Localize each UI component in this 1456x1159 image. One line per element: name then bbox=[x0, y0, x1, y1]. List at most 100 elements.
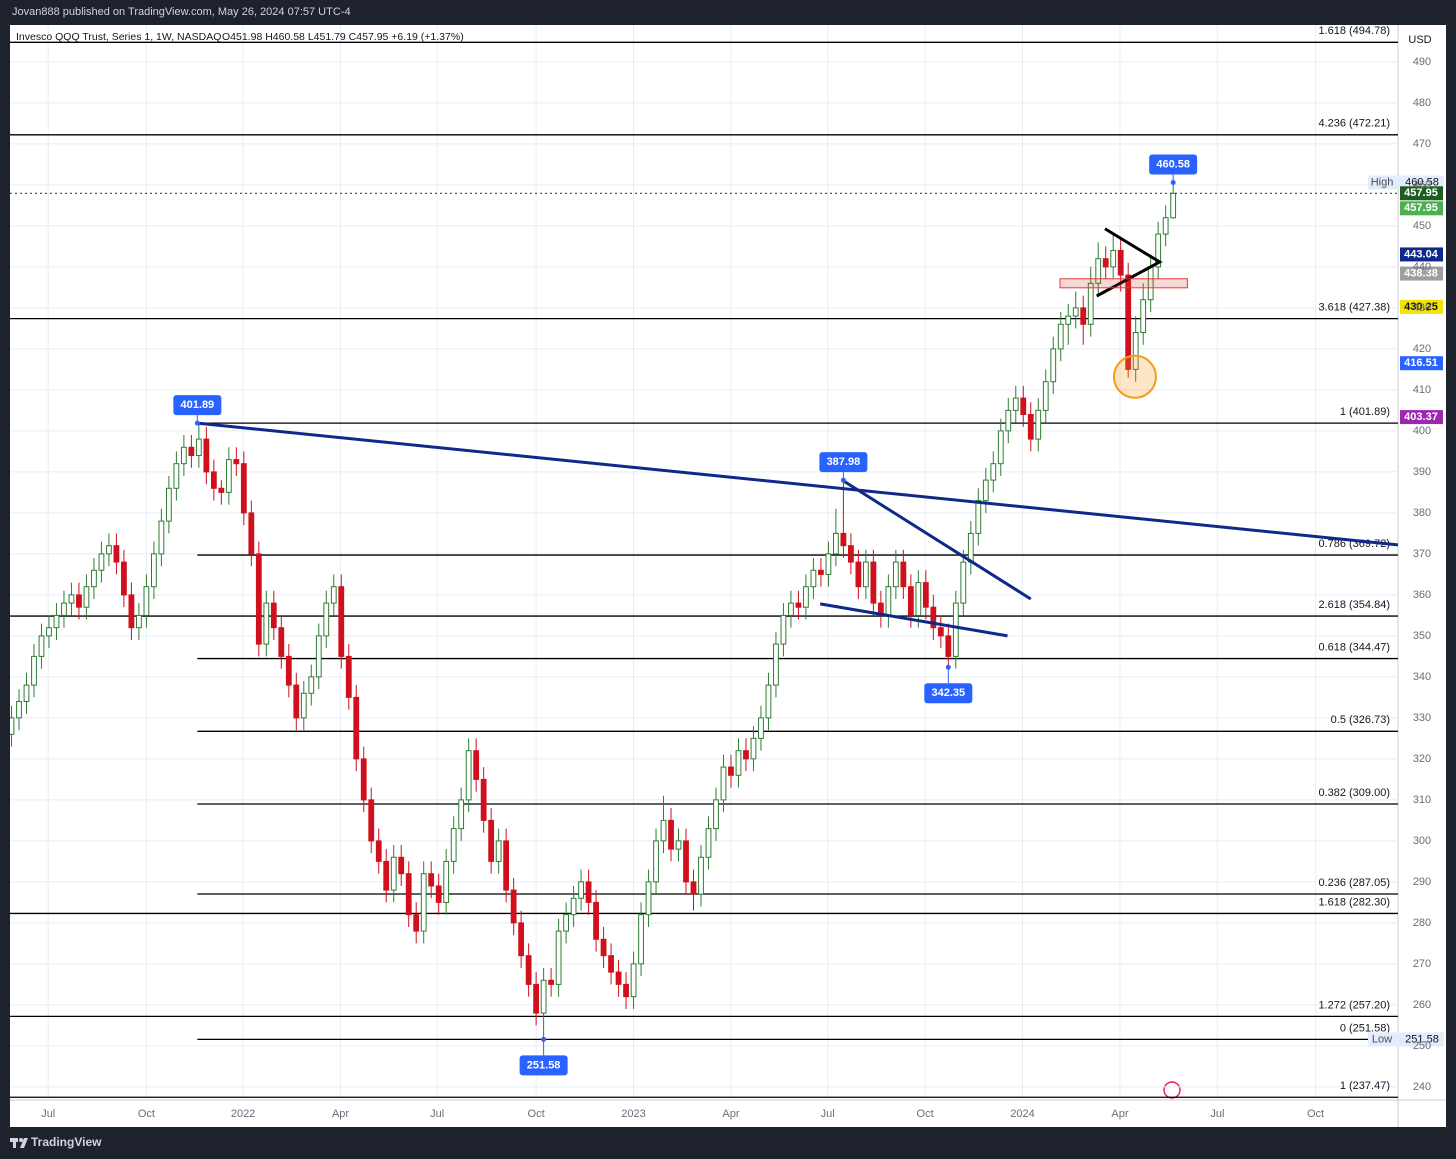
candle-body bbox=[450, 828, 457, 862]
candle-body bbox=[1132, 331, 1139, 370]
candle-body bbox=[645, 881, 652, 916]
y-tick-label: 370 bbox=[1413, 548, 1431, 560]
candle-body bbox=[405, 873, 412, 916]
y-tick-label: 410 bbox=[1413, 384, 1431, 396]
high-low-label: High bbox=[1371, 176, 1394, 188]
y-tick-label: 400 bbox=[1413, 425, 1431, 437]
candle-body bbox=[308, 676, 315, 694]
candle-body bbox=[31, 655, 37, 686]
y-tick-label: 390 bbox=[1413, 466, 1431, 478]
callout-dot bbox=[541, 1036, 547, 1042]
fib-level-label: 3.618 (427.38) bbox=[1318, 302, 1390, 314]
candle-body bbox=[750, 737, 757, 760]
candle-body bbox=[585, 881, 592, 903]
candle-body bbox=[458, 799, 465, 830]
candle-body bbox=[143, 586, 150, 616]
support-zone bbox=[1059, 278, 1188, 289]
high-low-label: Low bbox=[1372, 1033, 1392, 1045]
y-tick-label: 450 bbox=[1413, 220, 1431, 232]
y-tick-label: 310 bbox=[1413, 794, 1431, 806]
candle-body bbox=[225, 459, 232, 493]
candle-body bbox=[780, 614, 787, 645]
y-tick-label: 480 bbox=[1413, 97, 1431, 109]
candle-body bbox=[150, 553, 157, 588]
fib-level-label: 1.618 (282.30) bbox=[1318, 896, 1390, 908]
candle-body bbox=[285, 655, 292, 686]
candle-body bbox=[323, 602, 330, 637]
candle-body bbox=[600, 938, 607, 957]
candle-body bbox=[23, 684, 30, 702]
candle-body bbox=[428, 873, 435, 887]
candle-body bbox=[615, 971, 622, 985]
header-bar bbox=[0, 0, 1456, 25]
candle-body bbox=[818, 569, 824, 575]
fib-level-label: 1.272 (257.20) bbox=[1318, 999, 1390, 1011]
high-low-value: 251.58 bbox=[1405, 1033, 1439, 1045]
candle-body bbox=[937, 627, 944, 637]
candle-body bbox=[1095, 258, 1102, 284]
candle-body bbox=[653, 840, 659, 883]
candle-body bbox=[61, 602, 67, 616]
candle-body bbox=[46, 627, 52, 637]
candle-body bbox=[967, 532, 974, 563]
candle-body bbox=[833, 532, 839, 555]
candle-body bbox=[1102, 258, 1109, 268]
candle-body bbox=[465, 750, 472, 801]
callout-box bbox=[519, 1055, 568, 1076]
candle-body bbox=[128, 594, 135, 629]
price-badge bbox=[1400, 299, 1443, 314]
y-tick-label: 240 bbox=[1413, 1081, 1431, 1093]
candle-body bbox=[1065, 315, 1072, 325]
candle-body bbox=[578, 881, 584, 899]
x-tick-label: Jul bbox=[821, 1108, 835, 1120]
callout-label: 387.98 bbox=[827, 456, 861, 468]
candle-body bbox=[885, 586, 892, 616]
candle-body bbox=[353, 696, 360, 760]
symbol-title: Invesco QQQ Trust, Series 1, 1W, NASDAQ bbox=[16, 31, 221, 43]
candle-body bbox=[630, 963, 637, 998]
candle-body bbox=[480, 778, 487, 821]
candle-body bbox=[510, 889, 517, 924]
callout-dot bbox=[194, 420, 200, 426]
candle-body bbox=[788, 602, 794, 616]
candle-body bbox=[173, 463, 180, 489]
candle-body bbox=[525, 955, 532, 985]
callout-dot bbox=[945, 664, 951, 670]
y-tick-label: 270 bbox=[1413, 958, 1431, 970]
y-tick-label: 340 bbox=[1413, 671, 1431, 683]
candle-body bbox=[270, 602, 277, 629]
candle-body bbox=[1042, 381, 1049, 411]
candle-body bbox=[488, 819, 495, 862]
y-tick-label: 420 bbox=[1413, 343, 1431, 355]
footer-logo bbox=[10, 1138, 28, 1148]
candle-body bbox=[563, 914, 569, 932]
candle-body bbox=[608, 955, 614, 973]
candle-body bbox=[10, 717, 15, 735]
price-badge bbox=[1400, 266, 1443, 281]
y-tick-label: 440 bbox=[1413, 261, 1431, 273]
currency-label: USD bbox=[1408, 34, 1431, 46]
candle-body bbox=[540, 979, 547, 1014]
y-tick-label: 380 bbox=[1413, 507, 1431, 519]
y-tick-label: 320 bbox=[1413, 753, 1431, 765]
candle-body bbox=[91, 569, 97, 588]
x-tick-label: 2022 bbox=[231, 1108, 255, 1120]
fib-level-label: 4.236 (472.21) bbox=[1318, 118, 1390, 130]
y-tick-label: 430 bbox=[1413, 302, 1431, 314]
candle-body bbox=[1117, 249, 1124, 276]
candle-body bbox=[840, 532, 847, 547]
highlight-circle bbox=[1112, 354, 1157, 399]
candle-body bbox=[855, 561, 862, 588]
candle-body bbox=[1155, 233, 1162, 268]
candle-body bbox=[870, 561, 877, 604]
fib-level-label: 0.236 (287.05) bbox=[1318, 877, 1390, 889]
candle-body bbox=[76, 594, 82, 608]
y-tick-label: 350 bbox=[1413, 630, 1431, 642]
candle-body bbox=[113, 545, 120, 563]
candle-body bbox=[68, 594, 75, 604]
candle-body bbox=[593, 901, 599, 940]
candle-body bbox=[263, 602, 270, 645]
high-low-box bbox=[1368, 175, 1444, 190]
candle-body bbox=[960, 561, 967, 604]
